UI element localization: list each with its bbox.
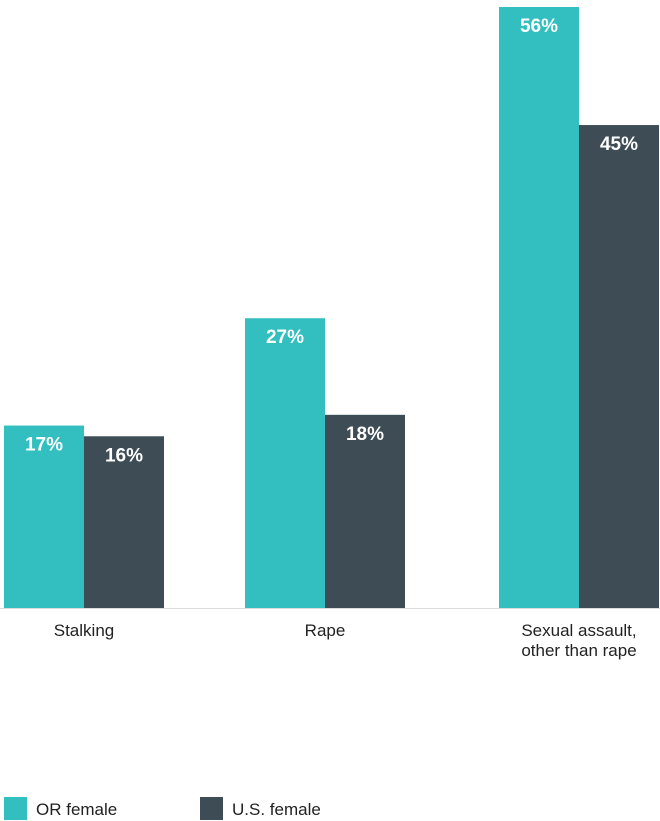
category-label-line: other than rape (521, 641, 636, 660)
legend-swatch-u-s-female (200, 797, 223, 820)
category-label-line: Stalking (54, 621, 114, 640)
bar-u-s-female-2 (579, 125, 659, 608)
value-label-u-s-female-1: 18% (346, 424, 384, 445)
legend-swatch-or-female (4, 797, 27, 820)
value-label-or-female-2: 56% (520, 16, 558, 37)
value-label-u-s-female-0: 16% (105, 445, 143, 466)
category-labels-layer: Stalking Rape Sexual assault, other than ra… (54, 621, 637, 660)
legend-label-or-female: OR female (36, 800, 117, 819)
bar-u-s-female-0 (84, 436, 164, 608)
category-label-2: Sexual assault, other than rape (521, 621, 636, 660)
bars-layer (4, 7, 659, 608)
legend-label-u-s-female: U.S. female (232, 800, 321, 819)
bar-or-female-0 (4, 425, 84, 608)
category-label-line: Rape (305, 621, 346, 640)
category-label-line: Sexual assault, (521, 621, 636, 640)
legend-item-or-female: OR female (4, 797, 117, 820)
value-label-u-s-female-2: 45% (600, 134, 638, 155)
bar-u-s-female-1 (325, 414, 405, 608)
legend-item-u-s-female: U.S. female (200, 797, 321, 820)
category-label-1: Rape (305, 621, 346, 640)
bar-or-female-2 (499, 7, 579, 608)
legend: OR female U.S. female (4, 797, 321, 820)
category-label-0: Stalking (54, 621, 114, 640)
bar-or-female-1 (245, 318, 325, 608)
value-labels-layer: 17% 16% 27% 18% 56% 45% (25, 16, 638, 466)
value-label-or-female-1: 27% (266, 327, 304, 348)
value-label-or-female-0: 17% (25, 435, 63, 456)
